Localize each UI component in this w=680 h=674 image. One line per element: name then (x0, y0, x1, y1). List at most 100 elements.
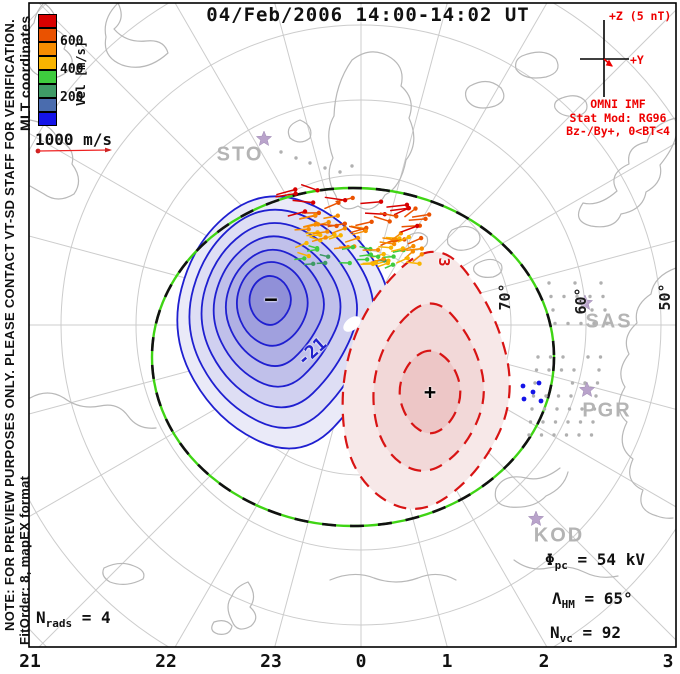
colorbar-segment (38, 70, 57, 84)
vector-dot (338, 233, 343, 238)
vector-dot (391, 254, 396, 259)
scatter-dot (592, 407, 597, 411)
vector-tail (379, 241, 395, 245)
vector-dot (325, 254, 331, 259)
colorbar-segment (38, 112, 57, 126)
scatter-dot (572, 368, 576, 372)
scatter-dot (598, 355, 603, 359)
scatter-dot (601, 294, 605, 299)
vector-tail (275, 192, 296, 198)
mlt-tick-label: 1 (441, 651, 453, 672)
colorbar-segment (38, 28, 57, 42)
imf-y-axis-label: +Y (630, 53, 644, 67)
vector-dot (326, 219, 331, 225)
vector-dot (369, 219, 374, 224)
vector-tail (287, 210, 306, 217)
vector-tail (406, 247, 422, 252)
scatter-dot (527, 433, 531, 437)
n-vectors-symbol: N (550, 623, 560, 642)
scatter-dot (552, 433, 556, 437)
radar-star (576, 294, 594, 311)
vector-dot (423, 216, 428, 222)
vector-dot (355, 235, 361, 241)
scatter-dot (592, 321, 596, 326)
n-vectors-stat: Nvc = 92 (550, 623, 621, 645)
n-radars-stat: Nrads = 4 (36, 608, 111, 630)
scatter-dot (556, 394, 561, 398)
vector-dot (350, 244, 356, 250)
vector-dot (302, 209, 308, 214)
scatter-dot (570, 381, 575, 385)
scatter-dot (603, 308, 607, 312)
scatter-dot (588, 294, 592, 299)
scatter-dot (562, 294, 566, 299)
scatter-dot (555, 407, 559, 411)
scatter-dot (579, 321, 583, 326)
vector-tail (276, 188, 296, 196)
vector-tail (292, 199, 314, 204)
phi-pc-subscript: pc (554, 559, 568, 573)
scatter-dot (294, 156, 298, 160)
vector-tail (386, 204, 408, 208)
negative-contour-level (248, 275, 292, 326)
scatter-dot (547, 281, 551, 285)
plot-frame (28, 2, 677, 648)
vector-dot (381, 251, 386, 257)
scatter-dot (597, 368, 601, 372)
lambda-hm-subscript: HM (561, 598, 575, 612)
radar-star (527, 510, 545, 527)
station-label: STO (216, 143, 264, 166)
vector-tail (294, 228, 309, 231)
vector-dot (391, 241, 397, 247)
vector-tail (303, 223, 319, 228)
imf-model-label: Stat Mod: RG96 (569, 111, 667, 125)
velocity-colorbar (38, 14, 57, 126)
scatter-dot (350, 164, 354, 168)
scatter-dot (589, 433, 594, 437)
vector-tail (323, 214, 338, 220)
vector-dot (323, 260, 328, 266)
scatter-dot (595, 381, 600, 385)
scatter-dot (323, 166, 327, 170)
mlt-tick-label: 0 (355, 651, 367, 672)
scatter-dot (279, 150, 283, 154)
vector-tail (334, 246, 349, 250)
vector-dot (386, 258, 391, 263)
vector-dot (302, 256, 307, 261)
vector-dot (315, 188, 320, 193)
scatter-dot (577, 308, 581, 312)
vector-dot (313, 212, 318, 218)
vector-tail (408, 218, 426, 221)
latitude-tick-label: 70° (496, 283, 514, 311)
colorbar-tick: 600 (60, 34, 84, 49)
imf-dial (580, 20, 629, 97)
n-vectors-subscript: vc (559, 632, 573, 646)
vector-dot (387, 219, 392, 224)
latitude-tick-label: 50° (656, 283, 674, 311)
vector-tail (407, 237, 422, 245)
phi-pc-symbol: Φ (545, 550, 555, 569)
vector-tail (405, 261, 420, 265)
colorbar-segment (38, 56, 57, 70)
colorbar-segment (38, 14, 57, 28)
vector-dot (404, 202, 410, 208)
scatter-dot (533, 381, 537, 385)
vector-dot (342, 226, 348, 231)
mlt-tick-label: 3 (662, 651, 674, 672)
positive-potential-contours (341, 250, 511, 510)
scatter-dot (559, 368, 564, 372)
scatter-dot (553, 321, 557, 326)
lambda-hm-value: = 65° (584, 589, 633, 608)
scatter-dot (580, 407, 584, 411)
vector-tail (300, 214, 316, 220)
vector-dot (318, 232, 323, 238)
scatter-dot (566, 321, 570, 326)
vector-dot (419, 252, 425, 257)
vector-dot (417, 261, 422, 266)
vector-dot (418, 235, 424, 241)
vector-dot (304, 240, 309, 246)
colorbar-segment (38, 84, 57, 98)
scatter-dot (531, 394, 536, 398)
vector-dot (334, 223, 339, 229)
vector-tail (400, 225, 418, 233)
